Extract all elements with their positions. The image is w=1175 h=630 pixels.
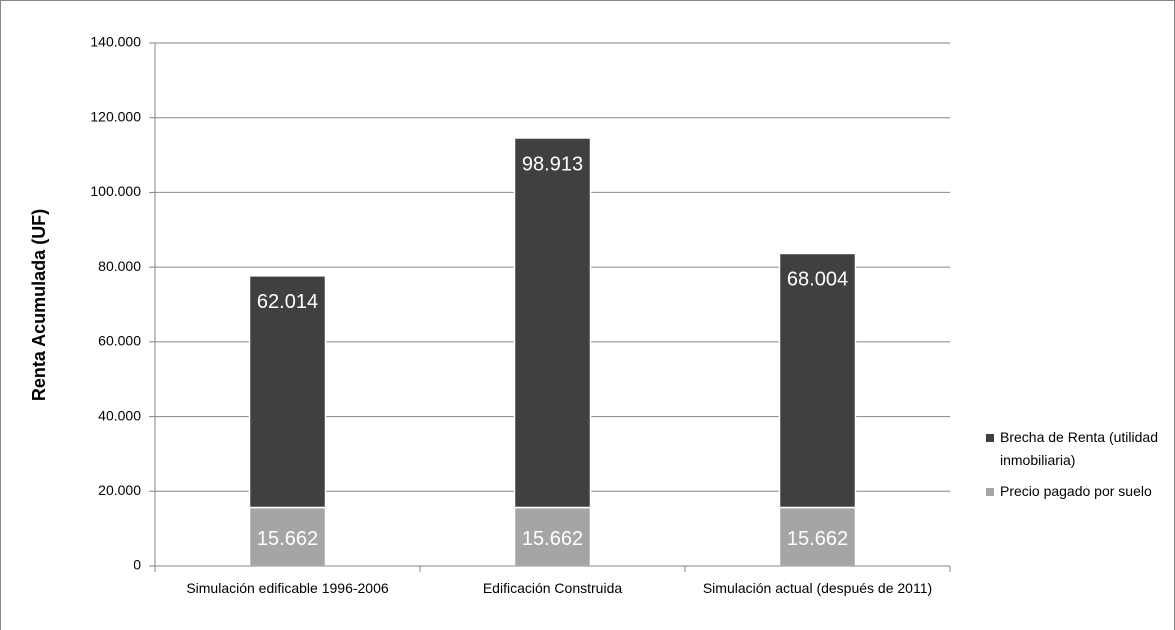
- x-tick-label-box: Simulación actual (después de 2011): [702, 580, 933, 596]
- y-tick-label: 40.000: [98, 407, 141, 423]
- y-axis-label: Renta Acumulada (UF): [29, 209, 49, 401]
- bar-segment: [513, 137, 592, 509]
- y-tick-label: 120.000: [90, 108, 141, 124]
- x-tick-label: Simulación edificable 1996-2006: [186, 580, 389, 596]
- legend-item: Brecha de Renta (utilidad inmobiliaria): [986, 426, 1160, 472]
- y-tick-label: 20.000: [98, 482, 141, 498]
- x-tick-label: Simulación actual (después de 2011): [702, 580, 933, 596]
- y-tick-label: 100.000: [90, 183, 141, 199]
- legend-label: Brecha de Renta (utilidad inmobiliaria): [1000, 429, 1158, 468]
- x-tick-label-box: Edificación Construida: [482, 580, 623, 596]
- data-label: 98.913: [522, 153, 583, 175]
- bar-segment: [778, 252, 857, 509]
- y-tick-label: 80.000: [98, 258, 141, 274]
- legend-item: Precio pagado por suelo: [986, 480, 1160, 503]
- data-label: 15.662: [257, 528, 318, 550]
- data-label: 15.662: [522, 528, 583, 550]
- legend-swatch: [986, 434, 994, 442]
- y-tick-label: 140.000: [90, 34, 141, 50]
- y-tick-label: 60.000: [98, 333, 141, 349]
- data-label: 68.004: [787, 269, 848, 291]
- data-label: 15.662: [787, 528, 848, 550]
- legend-label: Precio pagado por suelo: [1000, 483, 1152, 499]
- legend-swatch: [986, 488, 994, 496]
- x-tick-label-box: Simulación edificable 1996-2006: [186, 580, 389, 596]
- bar-segment: [248, 275, 327, 509]
- data-label: 62.014: [257, 291, 318, 313]
- y-tick-label: 0: [133, 557, 141, 573]
- x-tick-label: Edificación Construida: [482, 580, 623, 596]
